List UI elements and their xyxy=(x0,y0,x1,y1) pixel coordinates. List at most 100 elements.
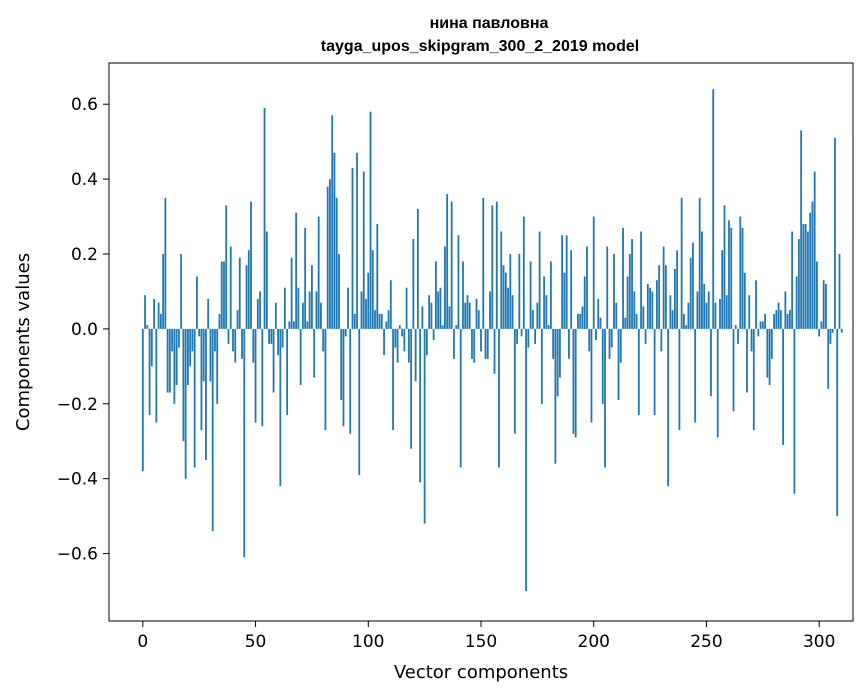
bar xyxy=(414,328,417,382)
bar xyxy=(840,328,843,333)
bar xyxy=(439,287,442,329)
bar xyxy=(446,194,449,329)
bar xyxy=(498,328,500,468)
bar xyxy=(288,321,291,329)
bar xyxy=(216,328,219,404)
bar xyxy=(218,313,221,329)
bar xyxy=(290,257,293,329)
bar xyxy=(834,137,836,329)
bar xyxy=(556,328,559,397)
bar xyxy=(705,302,708,329)
bar xyxy=(220,261,223,329)
bar xyxy=(432,328,435,341)
bar xyxy=(256,298,259,329)
bar xyxy=(340,328,343,401)
bar xyxy=(320,302,322,329)
bar xyxy=(308,291,311,329)
bar xyxy=(671,310,674,329)
bar xyxy=(398,325,401,329)
bar xyxy=(734,325,737,329)
bar xyxy=(500,231,503,329)
y-tick-label: −0.2 xyxy=(57,395,98,415)
bar xyxy=(538,231,541,329)
bar xyxy=(182,328,185,442)
bar xyxy=(737,328,739,344)
bar xyxy=(680,197,683,329)
bar xyxy=(279,328,282,487)
bar xyxy=(502,265,505,329)
bar xyxy=(795,276,798,329)
bar xyxy=(696,291,699,329)
bar xyxy=(698,197,701,329)
bar xyxy=(484,328,487,359)
bar xyxy=(450,201,453,329)
bar xyxy=(748,295,751,329)
bar xyxy=(549,261,552,329)
bar xyxy=(412,239,415,329)
bar xyxy=(768,328,771,386)
chart-title: нина павловна xyxy=(430,15,549,32)
bar xyxy=(462,261,464,329)
bar xyxy=(590,328,593,423)
bar xyxy=(435,261,437,329)
bar xyxy=(491,205,494,329)
bar xyxy=(473,328,476,363)
bar xyxy=(376,224,379,329)
bar xyxy=(773,313,775,329)
bar xyxy=(637,328,640,416)
x-tick-label: 300 xyxy=(803,632,835,652)
bar xyxy=(365,298,367,329)
bar xyxy=(211,328,214,532)
bar xyxy=(836,328,839,517)
bar xyxy=(761,321,764,329)
bar xyxy=(741,227,744,329)
y-tick-label: −0.4 xyxy=(57,470,98,490)
bar xyxy=(164,197,167,329)
bar xyxy=(254,328,257,423)
bar xyxy=(459,328,462,468)
bar xyxy=(520,328,523,337)
bar xyxy=(245,265,248,329)
bar xyxy=(786,313,789,329)
bar xyxy=(374,310,376,329)
bar xyxy=(157,302,160,329)
bar xyxy=(477,310,480,329)
bar xyxy=(509,253,512,329)
bar xyxy=(232,328,234,352)
bar xyxy=(144,295,146,329)
bar xyxy=(171,328,174,352)
bar xyxy=(507,287,509,329)
bar xyxy=(265,231,268,329)
bar xyxy=(338,253,340,329)
bar xyxy=(622,227,624,329)
bar xyxy=(716,328,719,438)
bars-group xyxy=(141,89,843,592)
bar xyxy=(732,328,735,412)
bar xyxy=(286,328,289,416)
bar xyxy=(444,246,446,329)
bar xyxy=(685,325,688,329)
bar xyxy=(678,328,681,430)
bar xyxy=(531,310,534,329)
bar xyxy=(331,115,334,329)
bar xyxy=(791,231,794,329)
bar xyxy=(838,253,841,329)
bar xyxy=(299,328,302,386)
bar xyxy=(268,328,270,344)
bar xyxy=(448,306,451,329)
bar xyxy=(428,295,431,329)
bar xyxy=(482,197,485,329)
bar xyxy=(196,276,198,329)
bar xyxy=(150,328,153,367)
bar xyxy=(757,328,760,337)
bar xyxy=(511,295,514,329)
bar xyxy=(324,328,327,430)
bar xyxy=(770,328,773,359)
bar xyxy=(241,328,243,359)
bar xyxy=(166,328,169,393)
bar xyxy=(689,257,692,329)
bar xyxy=(401,328,403,337)
bar xyxy=(802,224,805,329)
bar xyxy=(272,328,275,393)
